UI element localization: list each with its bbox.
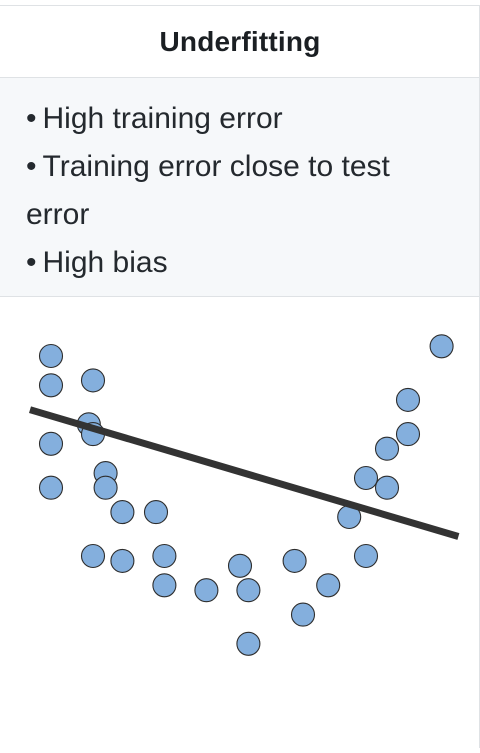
data-point-24 — [353, 465, 379, 491]
data-point-3 — [38, 475, 64, 500]
header-title: Underfitting — [159, 25, 321, 57]
bullet-dot-icon: • — [26, 150, 37, 183]
data-point-19 — [282, 548, 307, 573]
data-point-4 — [80, 368, 106, 393]
data-point-23 — [353, 543, 379, 569]
bullet-text: High training error — [42, 102, 283, 135]
data-point-18 — [236, 631, 261, 656]
underfitting-plot — [0, 297, 480, 748]
data-point-2 — [38, 431, 64, 456]
data-point-0 — [38, 343, 64, 369]
data-point-13 — [152, 543, 177, 569]
bullet-dot-icon: • — [26, 102, 37, 135]
column-header: Underfitting — [0, 6, 480, 78]
top-border — [0, 5, 480, 6]
fit-line-layer — [29, 406, 460, 540]
bullet-text: High bias — [42, 246, 168, 279]
bullet-item: • High bias — [26, 239, 454, 287]
data-point-16 — [227, 553, 253, 578]
data-point-25 — [374, 475, 400, 500]
data-point-27 — [395, 422, 421, 447]
data-point-29 — [429, 334, 454, 359]
data-point-15 — [194, 578, 219, 603]
data-point-21 — [316, 573, 341, 598]
data-point-9 — [110, 500, 135, 525]
bullet-text: Training error close to test — [42, 150, 390, 183]
data-point-11 — [80, 543, 106, 569]
data-point-28 — [395, 387, 421, 412]
data-point-10 — [110, 548, 135, 573]
data-point-1 — [38, 373, 64, 398]
data-point-17 — [236, 578, 261, 603]
bullet-dot-icon: • — [26, 246, 37, 279]
bullet-text-continuation: error — [26, 198, 90, 231]
data-points — [38, 334, 454, 656]
fit-line — [29, 406, 460, 540]
bullet-list: • High training error • Training error clo… — [0, 78, 480, 297]
data-point-8 — [93, 475, 118, 500]
data-point-14 — [152, 573, 177, 598]
bullet-item-continuation: error — [26, 191, 454, 239]
scatter-plot-svg — [29, 334, 460, 656]
bullet-item: • Training error close to test — [26, 143, 454, 191]
data-point-26 — [374, 436, 400, 461]
data-point-12 — [143, 500, 169, 525]
data-point-20 — [290, 602, 316, 627]
bullet-item: • High training error — [26, 95, 454, 143]
